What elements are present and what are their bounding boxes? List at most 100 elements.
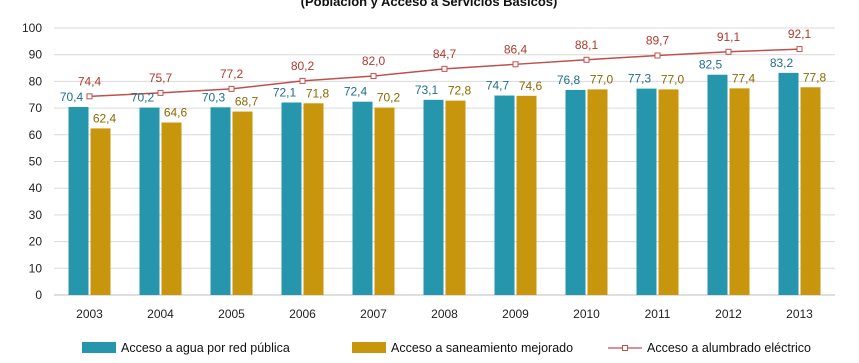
legend: Acceso a agua por red pública Acceso a sa… [82,341,811,355]
bar [636,88,657,295]
bar [90,128,111,295]
y-tick-label: 50 [29,155,43,169]
x-tick-label: 2005 [218,307,245,321]
line-marker [512,61,519,68]
y-tick-label: 80 [29,74,43,88]
bar-data-label: 74,6 [519,79,543,93]
bar [494,95,515,296]
x-tick-label: 2010 [573,307,600,321]
line-marker [228,85,235,92]
bar-data-label: 70,2 [131,91,155,105]
line-marker [725,48,732,55]
bar [352,101,373,295]
legend-label: Acceso a agua por red pública [121,341,290,355]
x-tick-label: 2008 [431,307,458,321]
bars-layer [68,72,821,296]
legend-label: Acceso a saneamiento mejorado [391,341,573,355]
bar [445,100,466,296]
bar-data-label: 83,2 [770,56,794,70]
line-data-label: 77,2 [220,67,244,81]
line-marker [583,56,590,63]
x-tick-label: 2011 [645,307,671,321]
y-tick-label: 0 [35,288,42,302]
bar [139,107,160,295]
x-tick-label: 2007 [360,307,387,321]
bar-data-label: 76,8 [557,73,581,87]
bar [161,122,182,295]
line-marker [299,77,306,84]
x-tick-label: 2003 [76,307,103,321]
y-tick-label: 40 [29,181,43,195]
y-tick-label: 100 [22,21,42,35]
line-layer [86,46,803,100]
bar [423,99,444,295]
y-tick-label: 90 [29,48,43,62]
bar-data-label: 73,1 [415,83,439,97]
bar-data-label: 72,8 [448,84,472,98]
x-tick-label: 2009 [502,307,529,321]
y-tick-label: 70 [29,101,43,115]
line-data-label: 80,2 [291,59,315,73]
bar-data-label: 72,4 [344,85,368,99]
line-marker [441,65,448,72]
bar [281,102,302,295]
bar [800,87,821,295]
chart-title: (Población y Acceso a Servicios Básicos) [301,0,558,9]
line-data-label: 75,7 [149,71,173,85]
bar-data-label: 77,0 [661,72,685,86]
line-data-label: 92,1 [788,27,812,41]
bar-data-label: 68,7 [235,95,259,109]
labels-layer: 70,4 70,2 70,3 72,1 72,4 73,1 74,7 76,8 77,3 82,5… [60,27,827,125]
bar-data-label: 64,6 [164,106,188,120]
y-tick-label: 60 [29,128,43,142]
line-marker [796,46,803,53]
legend-swatch [82,342,116,353]
y-tick-label: 10 [29,261,43,275]
y-tick-label: 30 [29,208,43,222]
legend-item: Acceso a alumbrado eléctrico [608,341,811,355]
line-data-label: 82,0 [362,54,386,68]
bar-data-label: 72,1 [273,85,297,99]
bar [729,88,750,295]
bar [303,103,324,295]
bar [658,89,679,295]
x-tick-label: 2006 [289,307,316,321]
legend-item: Acceso a agua por red pública [82,341,290,355]
bar [707,74,728,295]
bar [68,107,89,295]
bar-data-label: 77,4 [732,71,756,85]
line-marker [370,73,377,80]
legend-marker [622,345,628,351]
bar [516,95,537,296]
line-marker [86,93,93,100]
legend-item: Acceso a saneamiento mejorado [352,341,573,355]
line-data-label: 86,4 [504,42,528,56]
y-tick-label: 20 [29,235,43,249]
line-data-label: 88,1 [575,38,599,52]
bar [778,72,799,295]
legend-swatch [352,342,386,353]
bar [587,89,608,295]
line-marker [654,52,661,59]
bar-data-label: 77,8 [803,70,827,84]
line-data-label: 91,1 [717,30,741,44]
grid-layer [54,27,835,269]
bar-data-label: 77,3 [628,72,652,86]
bar-data-label: 62,4 [93,111,117,125]
line-marker [157,89,164,96]
legend-label: Acceso a alumbrado eléctrico [647,341,811,355]
line-data-label: 84,7 [433,47,457,61]
line-data-label: 74,4 [78,74,102,88]
bar-data-label: 82,5 [699,58,723,72]
bar-data-label: 74,7 [486,79,510,93]
bar-data-label: 77,0 [590,72,614,86]
bar-data-label: 70,2 [377,91,401,105]
bar [374,107,395,295]
axis-layer: 0 10 20 30 40 50 60 70 80 90 100 2003 2004 2005 2006 20… [22,21,835,321]
x-tick-label: 2012 [715,307,742,321]
x-tick-label: 2004 [147,307,174,321]
line-data-label: 89,7 [646,34,670,48]
bar-data-label: 70,3 [202,90,226,104]
